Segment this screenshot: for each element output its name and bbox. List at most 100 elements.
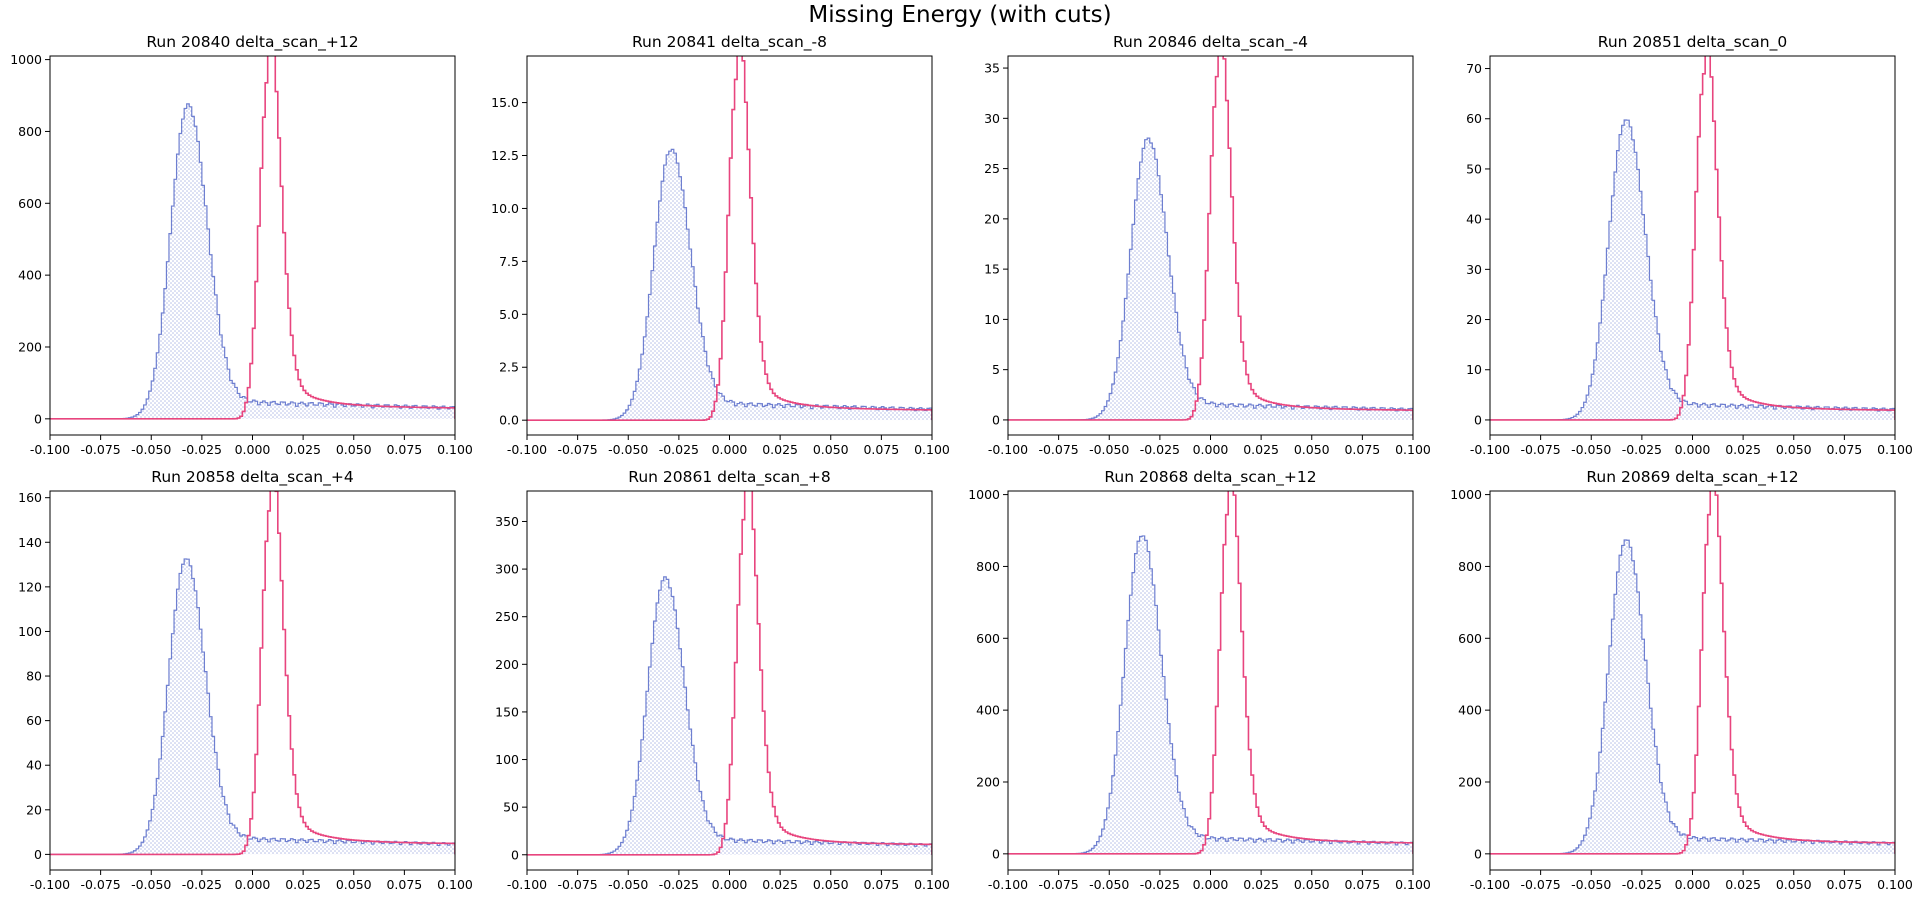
y-tick-label: 1000 [10, 52, 42, 67]
x-tick-label: 0.025 [1243, 877, 1279, 892]
x-tick-label: -0.025 [182, 442, 222, 457]
x-tick-label: -0.050 [608, 442, 648, 457]
x-tick-label: -0.050 [1571, 442, 1611, 457]
x-tick-label: 0.025 [285, 877, 321, 892]
y-tick-label: 10.0 [491, 201, 519, 216]
x-tick-label: -0.050 [1571, 877, 1611, 892]
x-tick-label: 0.000 [1193, 442, 1229, 457]
figure-title: Missing Energy (with cuts) [808, 2, 1112, 28]
x-tick-label: -0.025 [1622, 877, 1662, 892]
y-tick-label: 100 [18, 624, 42, 639]
panel-title: Run 20841 delta_scan_-8 [632, 33, 827, 52]
x-tick-label: -0.100 [1470, 877, 1510, 892]
y-tick-label: 200 [1458, 774, 1482, 789]
series-pink-line [527, 56, 932, 421]
y-tick-label: 800 [18, 124, 42, 139]
series-blue-line [1490, 539, 1895, 855]
x-tick-label: -0.075 [80, 877, 120, 892]
x-tick-label: -0.100 [988, 877, 1028, 892]
x-tick-label: 0.100 [1395, 442, 1431, 457]
y-tick-label: 5.0 [499, 307, 519, 322]
x-tick-label: -0.050 [131, 442, 171, 457]
x-tick-label: 0.100 [437, 877, 473, 892]
series-pink [1008, 491, 1413, 855]
series-pink-line [1008, 491, 1413, 855]
x-tick-label: -0.025 [182, 877, 222, 892]
x-tick-label: -0.075 [557, 877, 597, 892]
y-tick-label: 800 [976, 559, 1000, 574]
y-tick-label: 140 [18, 535, 42, 550]
chart-panel: Run 20861 delta_scan_+8 0 50 100 150 200 250 30… [495, 468, 950, 892]
y-tick-label: 0 [992, 846, 1000, 861]
chart-panel: Run 20846 delta_scan_-4 0 5 10 15 20 25 30 35 -0.… [984, 33, 1431, 457]
series-pink-line [1008, 56, 1413, 421]
series-blue-line [1008, 535, 1413, 855]
y-tick-label: 50 [503, 800, 519, 815]
x-tick-label: 0.075 [386, 877, 422, 892]
y-tick-label: 400 [976, 703, 1000, 718]
chart-panel: Run 20858 delta_scan_+4 0 20 40 60 80 100 120 14… [18, 468, 473, 892]
y-tick-label: 10 [1466, 362, 1482, 377]
y-tick-label: 15.0 [491, 95, 519, 110]
x-tick-label: -0.100 [30, 877, 70, 892]
x-tick-label: 0.000 [712, 877, 748, 892]
y-tick-label: 0 [511, 847, 519, 862]
x-tick-label: -0.075 [557, 442, 597, 457]
panel-title: Run 20840 delta_scan_+12 [146, 33, 358, 52]
x-tick-label: 0.050 [1294, 877, 1330, 892]
panel-title: Run 20858 delta_scan_+4 [151, 468, 353, 487]
y-tick-label: 20 [1466, 312, 1482, 327]
series-pink [527, 491, 932, 856]
x-tick-label: -0.100 [988, 442, 1028, 457]
y-tick-label: 12.5 [491, 148, 519, 163]
axes-frame [526, 490, 933, 871]
y-tick-label: 350 [495, 514, 519, 529]
series-blue-line [527, 576, 932, 856]
x-tick-label: 0.100 [1877, 877, 1913, 892]
series-blue-fill [50, 103, 455, 419]
y-tick-label: 120 [18, 579, 42, 594]
axes-frame [1007, 55, 1414, 436]
x-tick-label: -0.075 [1038, 877, 1078, 892]
panel-title: Run 20868 delta_scan_+12 [1104, 468, 1316, 487]
x-tick-label: -0.025 [1622, 442, 1662, 457]
x-tick-label: 0.075 [863, 877, 899, 892]
y-tick-label: 5 [992, 362, 1000, 377]
series-blue-fill [527, 576, 932, 855]
series-blue [1490, 539, 1895, 855]
y-tick-label: 20 [984, 211, 1000, 226]
x-tick-label: -0.075 [80, 442, 120, 457]
x-tick-label: 0.025 [285, 442, 321, 457]
x-tick-label: 0.025 [762, 877, 798, 892]
y-tick-label: 100 [495, 752, 519, 767]
y-tick-label: 0 [34, 411, 42, 426]
y-tick-label: 250 [495, 609, 519, 624]
y-tick-label: 15 [984, 262, 1000, 277]
x-tick-label: -0.050 [1089, 877, 1129, 892]
series-pink-line [50, 491, 455, 856]
x-tick-label: 0.000 [1193, 877, 1229, 892]
y-tick-label: 60 [26, 713, 42, 728]
x-tick-label: 0.075 [863, 442, 899, 457]
series-blue [1008, 535, 1413, 855]
y-tick-label: 200 [976, 774, 1000, 789]
x-tick-label: 0.050 [336, 877, 372, 892]
x-tick-label: 0.050 [813, 877, 849, 892]
y-tick-label: 800 [1458, 559, 1482, 574]
y-tick-label: 300 [495, 562, 519, 577]
y-tick-label: 0 [1474, 846, 1482, 861]
y-tick-label: 400 [1458, 703, 1482, 718]
y-tick-label: 0 [1474, 412, 1482, 427]
y-tick-label: 1000 [1450, 487, 1482, 502]
x-tick-label: 0.025 [1725, 442, 1761, 457]
x-tick-label: 0.025 [1725, 877, 1761, 892]
y-tick-label: 600 [18, 196, 42, 211]
series-pink [50, 491, 455, 856]
y-tick-label: 80 [26, 669, 42, 684]
x-tick-label: -0.100 [507, 877, 547, 892]
y-tick-label: 600 [1458, 631, 1482, 646]
x-tick-label: 0.025 [1243, 442, 1279, 457]
x-tick-label: 0.050 [1776, 877, 1812, 892]
panel-title: Run 20861 delta_scan_+8 [628, 468, 830, 487]
x-tick-label: -0.100 [1470, 442, 1510, 457]
